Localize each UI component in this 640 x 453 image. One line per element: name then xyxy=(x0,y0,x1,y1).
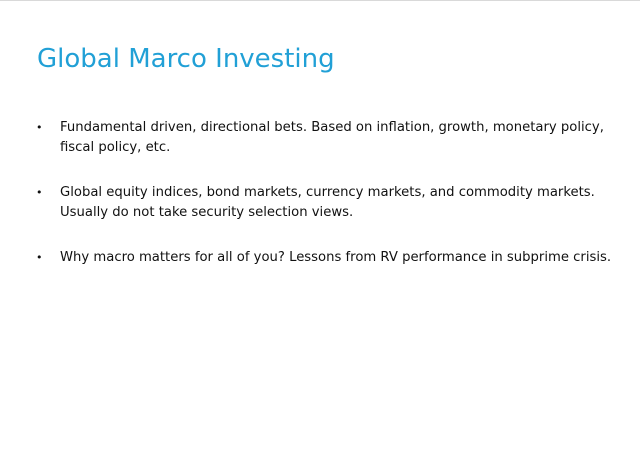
bullet-item: • Why macro matters for all of you? Less… xyxy=(36,248,616,268)
slide-title: Global Marco Investing xyxy=(37,44,335,74)
bullet-icon: • xyxy=(36,251,43,264)
bullet-text: Why macro matters for all of you? Lesson… xyxy=(60,250,612,265)
bullet-icon: • xyxy=(36,186,43,199)
bullet-text: Global equity indices, bond markets, cur… xyxy=(60,185,595,220)
bullet-icon: • xyxy=(36,121,43,134)
bullet-list: • Fundamental driven, directional bets. … xyxy=(36,118,616,293)
bullet-text: Fundamental driven, directional bets. Ba… xyxy=(60,120,604,155)
bullet-item: • Global equity indices, bond markets, c… xyxy=(36,183,616,223)
bullet-item: • Fundamental driven, directional bets. … xyxy=(36,118,616,158)
